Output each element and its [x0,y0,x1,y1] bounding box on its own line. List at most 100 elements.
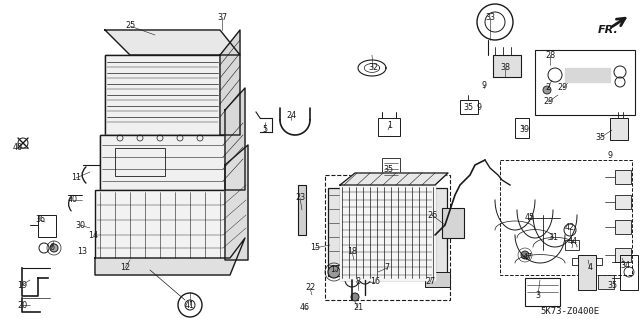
Text: 47: 47 [523,254,533,263]
Text: 21: 21 [353,303,363,313]
Bar [382,158,400,180]
Text: 13: 13 [77,248,87,256]
Bar [328,188,340,276]
Text: 3: 3 [536,291,541,300]
Text: 29: 29 [543,98,553,107]
Bar [325,175,450,300]
Bar [105,55,220,135]
Text: 8: 8 [355,278,360,286]
Bar [442,208,464,238]
Bar [610,118,628,140]
Bar [378,118,400,136]
Bar [100,135,225,190]
Text: 20: 20 [17,300,27,309]
Text: 40: 40 [68,196,78,204]
Text: 25: 25 [125,21,135,31]
Text: 29: 29 [558,84,568,93]
Bar [615,195,631,209]
Text: 35: 35 [383,166,393,174]
Bar [298,185,306,235]
Bar [435,188,447,276]
Text: 1: 1 [387,121,392,130]
Text: 11: 11 [71,174,81,182]
Text: 18: 18 [347,248,357,256]
Text: 42: 42 [565,224,575,233]
Text: 5: 5 [262,125,268,135]
Text: 2: 2 [545,84,550,93]
Text: 38: 38 [500,63,510,72]
Circle shape [351,293,359,301]
Text: 17: 17 [330,265,340,275]
Bar [100,135,225,190]
Text: 16: 16 [370,278,380,286]
Text: 15: 15 [310,243,320,253]
Circle shape [543,86,551,94]
Circle shape [328,266,340,278]
Polygon shape [100,135,225,190]
Polygon shape [225,145,248,260]
Text: 40: 40 [13,144,23,152]
Text: 35: 35 [595,133,605,143]
Bar [565,240,579,250]
Text: 26: 26 [427,211,437,219]
Polygon shape [105,55,220,135]
Text: 33: 33 [485,13,495,23]
Polygon shape [220,30,240,135]
Text: 27: 27 [425,278,435,286]
Bar [340,185,435,280]
Text: 23: 23 [295,194,305,203]
Bar [515,118,529,138]
Bar [105,55,220,135]
Text: 30: 30 [75,220,85,229]
Bar [500,160,632,275]
Bar [38,215,56,237]
Text: 41: 41 [185,300,195,309]
Text: 6: 6 [49,243,54,253]
Text: 44: 44 [568,238,578,247]
Polygon shape [340,173,448,185]
Text: 22: 22 [305,284,315,293]
Text: 32: 32 [368,63,378,72]
Text: 35: 35 [607,280,617,290]
Text: 31: 31 [548,234,558,242]
Text: 5K73-Z0400E: 5K73-Z0400E [540,308,600,316]
Text: 12: 12 [120,263,130,272]
Bar [535,50,635,115]
Polygon shape [105,30,240,55]
Text: FR.: FR. [598,25,619,35]
Text: 19: 19 [17,280,27,290]
Bar [460,100,478,114]
Text: 7: 7 [385,263,390,272]
Polygon shape [95,238,245,275]
Polygon shape [340,185,435,280]
Circle shape [50,244,58,252]
Bar [425,272,450,287]
Text: 36: 36 [35,216,45,225]
Bar [525,278,560,306]
Text: 39: 39 [519,125,529,135]
Polygon shape [95,190,225,260]
Text: 35: 35 [463,103,473,113]
Polygon shape [225,88,245,190]
Bar [615,170,631,184]
Text: 34: 34 [620,261,630,270]
Bar [615,248,631,262]
Text: 14: 14 [88,231,98,240]
Text: 9: 9 [476,103,481,113]
Bar [615,220,631,234]
Text: 28: 28 [545,50,555,60]
Bar [578,255,596,290]
Bar [95,190,225,260]
Text: 9: 9 [607,151,612,160]
Text: 45: 45 [525,213,535,222]
Text: 4: 4 [588,263,593,272]
Text: 37: 37 [217,13,227,23]
Text: 24: 24 [286,110,296,120]
Bar [115,148,165,176]
Bar [493,55,521,77]
Bar [598,275,614,289]
Circle shape [521,251,529,259]
Text: 9: 9 [481,80,486,90]
Polygon shape [565,68,610,82]
Text: 46: 46 [300,303,310,313]
